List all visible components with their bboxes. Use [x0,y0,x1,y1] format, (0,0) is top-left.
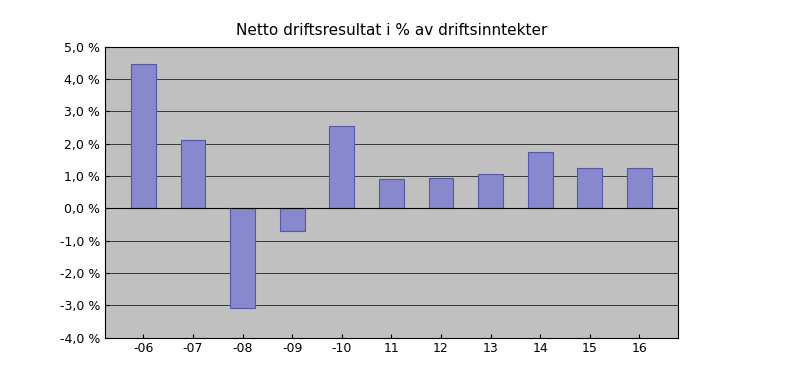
Bar [479,174,503,208]
Bar [280,208,304,231]
Bar [429,178,454,208]
Bar [528,152,553,208]
Bar [131,64,156,208]
Title: Netto driftsresultat i % av driftsinntekter: Netto driftsresultat i % av driftsinntek… [236,23,547,38]
Bar [181,140,205,208]
Bar [578,168,602,208]
Bar [329,126,354,208]
Bar [627,168,652,208]
Bar [230,208,255,308]
Bar [379,179,404,208]
